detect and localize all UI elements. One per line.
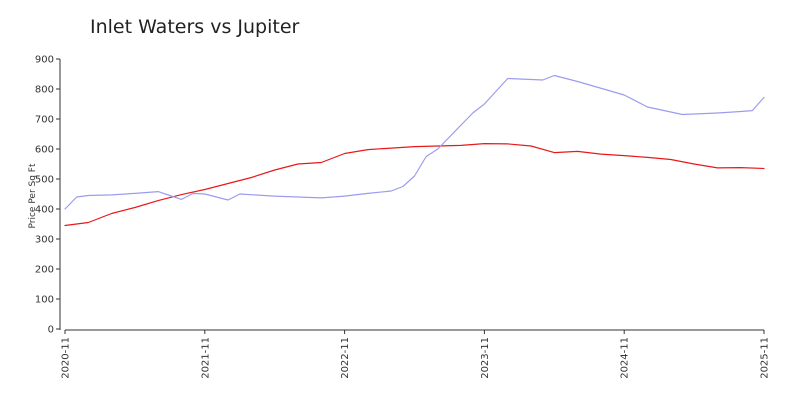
y-tick-label: 600 (35, 145, 54, 156)
x-tick-label: 2023-11 (480, 337, 491, 379)
y-tick-label: 400 (35, 205, 54, 216)
x-axis: 2020-11 2021-11 2022-11 2023-11 2024-11 2025-… (61, 329, 771, 379)
y-tick-label: 700 (35, 115, 54, 126)
x-tick-label: 2025-11 (760, 337, 771, 379)
y-tick-label: 100 (35, 295, 54, 306)
y-tick-label: 0 (48, 325, 54, 336)
chart-title: Inlet Waters vs Jupiter (90, 16, 300, 38)
y-tick-label: 800 (35, 85, 54, 96)
series-group (64, 74, 765, 227)
x-tick-label: 2021-11 (200, 337, 211, 379)
y-tick-label: 300 (35, 235, 54, 246)
y-tick-label: 900 (35, 55, 54, 66)
y-axis: 0 100 200 300 400 500 600 700 800 900 (35, 55, 61, 336)
x-tick-label: 2022-11 (340, 337, 351, 379)
y-tick-label: 200 (35, 265, 54, 276)
x-tick-label: 2020-11 (61, 337, 72, 379)
y-tick-label: 500 (35, 175, 54, 186)
x-tick-label: 2024-11 (620, 337, 631, 379)
series-line-1 (64, 143, 765, 227)
y-axis-title: Price Per Sq Ft (28, 163, 38, 228)
series-line-2 (64, 74, 765, 210)
